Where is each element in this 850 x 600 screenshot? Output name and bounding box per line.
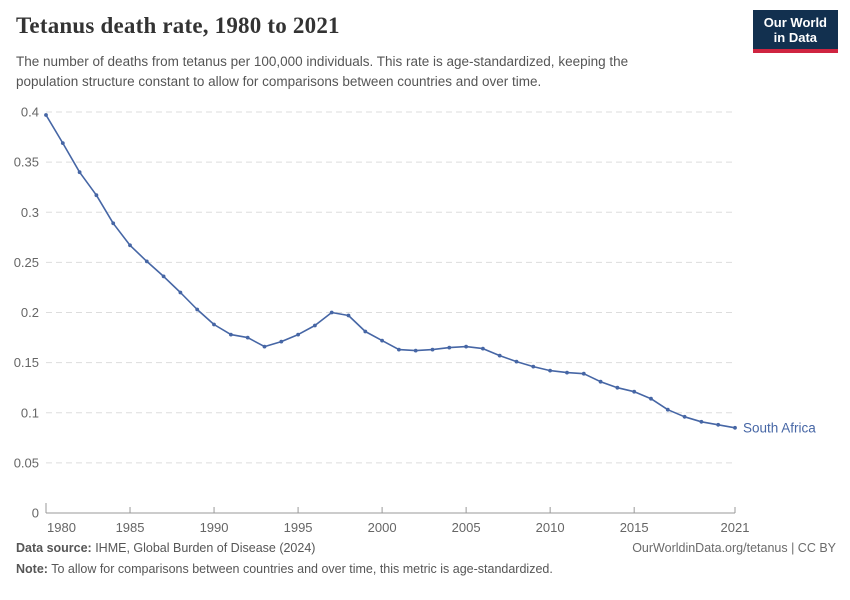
data-point[interactable] xyxy=(313,323,317,328)
x-tick-label: 2015 xyxy=(620,520,649,535)
series-label[interactable]: South Africa xyxy=(743,420,816,435)
x-tick-label: 1990 xyxy=(200,520,229,535)
data-point[interactable] xyxy=(144,259,149,264)
y-tick-label: 0 xyxy=(32,506,39,521)
data-point[interactable] xyxy=(44,113,48,117)
note-label: Note: xyxy=(16,562,48,576)
y-tick-label: 0.4 xyxy=(21,105,39,120)
owid-logo-line1: Our World xyxy=(763,15,827,30)
data-point[interactable] xyxy=(397,347,401,352)
data-point[interactable] xyxy=(178,290,183,295)
data-point[interactable] xyxy=(346,313,351,318)
owid-citation-link[interactable]: OurWorldinData.org/tetanus | CC BY xyxy=(632,541,836,555)
data-point[interactable] xyxy=(531,364,536,369)
data-point[interactable] xyxy=(329,310,334,315)
data-point[interactable] xyxy=(413,348,418,353)
data-point[interactable] xyxy=(716,422,721,427)
data-source-text: IHME, Global Burden of Disease (2024) xyxy=(91,541,316,555)
x-tick-label: 1985 xyxy=(116,520,145,535)
data-point[interactable] xyxy=(464,344,468,349)
x-tick-label: 2005 xyxy=(452,520,481,535)
note-text: To allow for comparisons between countri… xyxy=(47,562,553,576)
data-point[interactable] xyxy=(665,407,670,412)
y-tick-label: 0.2 xyxy=(21,305,39,320)
y-tick-label: 0.25 xyxy=(14,255,39,270)
data-source-label: Data source: xyxy=(16,541,92,555)
data-point[interactable] xyxy=(128,243,132,248)
data-point[interactable] xyxy=(632,389,637,394)
data-point[interactable] xyxy=(296,332,300,337)
data-point[interactable] xyxy=(649,396,653,401)
x-tick-label: 2021 xyxy=(721,520,750,535)
data-point[interactable] xyxy=(548,368,552,373)
data-point[interactable] xyxy=(111,221,116,226)
data-point[interactable] xyxy=(565,370,569,375)
owid-logo[interactable]: Our World in Data xyxy=(752,10,838,53)
data-point[interactable] xyxy=(195,307,200,312)
data-point[interactable] xyxy=(279,339,284,344)
data-point[interactable] xyxy=(615,385,620,390)
data-point[interactable] xyxy=(733,425,737,430)
data-point[interactable] xyxy=(481,346,485,351)
line-chart: 0 0.05 0.1 0.15 0.2 0.25 0.3 0.35 0.4 1980 1985 199… xyxy=(14,105,817,536)
data-point[interactable] xyxy=(229,332,233,337)
data-point[interactable] xyxy=(497,353,502,358)
y-tick-label: 0.3 xyxy=(21,205,39,220)
data-point[interactable] xyxy=(212,322,216,327)
y-tick-label: 0.15 xyxy=(14,355,39,370)
footer-note: Note: To allow for comparisons between c… xyxy=(16,562,836,576)
data-point[interactable] xyxy=(363,329,368,334)
data-point[interactable] xyxy=(94,193,99,198)
chart-footer: Data source: IHME, Global Burden of Dise… xyxy=(16,541,836,576)
chart-subtitle: The number of deaths from tetanus per 10… xyxy=(16,54,629,89)
trend-line[interactable] xyxy=(45,114,736,429)
data-point[interactable] xyxy=(262,344,267,349)
y-tick-label: 0.35 xyxy=(14,155,39,170)
y-tick-label: 0.1 xyxy=(21,405,39,420)
data-point[interactable] xyxy=(514,359,519,364)
data-point[interactable] xyxy=(245,335,250,340)
x-tick-label: 1980 xyxy=(47,520,76,535)
x-tick-label: 2010 xyxy=(536,520,565,535)
data-point[interactable] xyxy=(682,414,687,419)
page-title: Tetanus death rate, 1980 to 2021 xyxy=(16,13,340,38)
data-point[interactable] xyxy=(699,419,704,424)
data-source: Data source: IHME, Global Burden of Dise… xyxy=(16,541,315,555)
data-point[interactable] xyxy=(60,141,65,146)
data-point[interactable] xyxy=(581,371,586,376)
data-point[interactable] xyxy=(380,338,384,343)
data-point[interactable] xyxy=(447,345,452,350)
owid-logo-line2: in Data xyxy=(773,30,818,45)
y-tick-label: 0.05 xyxy=(14,455,39,470)
x-tick-label: 1995 xyxy=(284,520,313,535)
x-tick-label: 2000 xyxy=(368,520,397,535)
data-point[interactable] xyxy=(430,347,435,352)
data-point[interactable] xyxy=(161,274,166,279)
data-point[interactable] xyxy=(598,379,603,384)
data-point[interactable] xyxy=(77,170,82,175)
